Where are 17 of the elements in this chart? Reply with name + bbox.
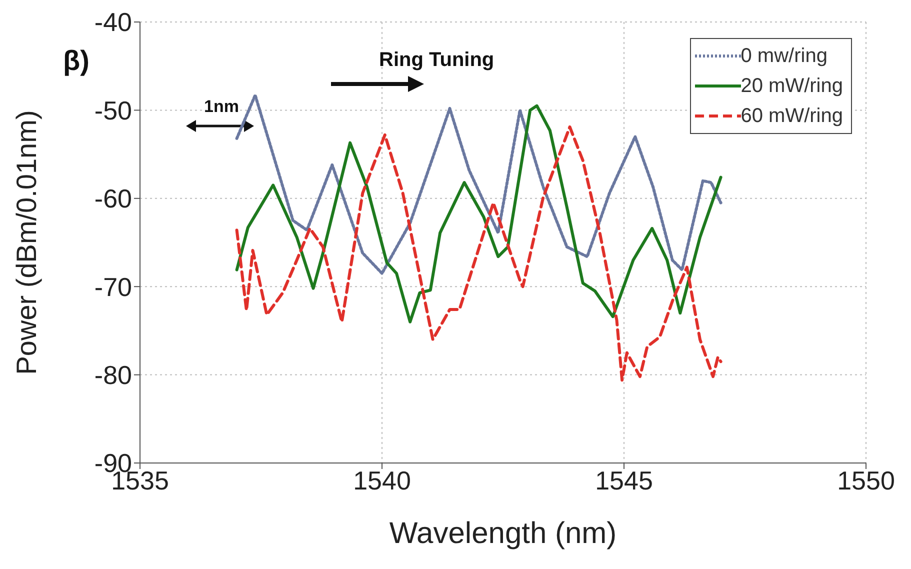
y-tick-label: -60 [94, 184, 132, 214]
y-tick-label: -50 [94, 95, 132, 126]
y-tick-label: -70 [94, 272, 132, 302]
y-tick-label: -40 [94, 7, 132, 38]
x-tick-label: 1545 [595, 465, 653, 496]
text: β) [63, 45, 90, 76]
line-series [235, 125, 722, 382]
legend-label: 60 mW/ring [740, 104, 843, 129]
legend-label: 0 mw/ring [740, 44, 828, 69]
x-axis-title: Wavelength (nm) [389, 517, 617, 550]
x-tick-label: 1540 [353, 465, 411, 496]
annotation: 1nm [204, 97, 239, 116]
annotation: Ring Tuning [379, 49, 494, 71]
x-tick-label: 1550 [837, 465, 895, 496]
y-tick-label: -80 [94, 360, 132, 390]
y-axis-title: Power (dBm/0.01nm) [10, 110, 42, 375]
legend-label: 20 mW/ring [740, 74, 843, 99]
